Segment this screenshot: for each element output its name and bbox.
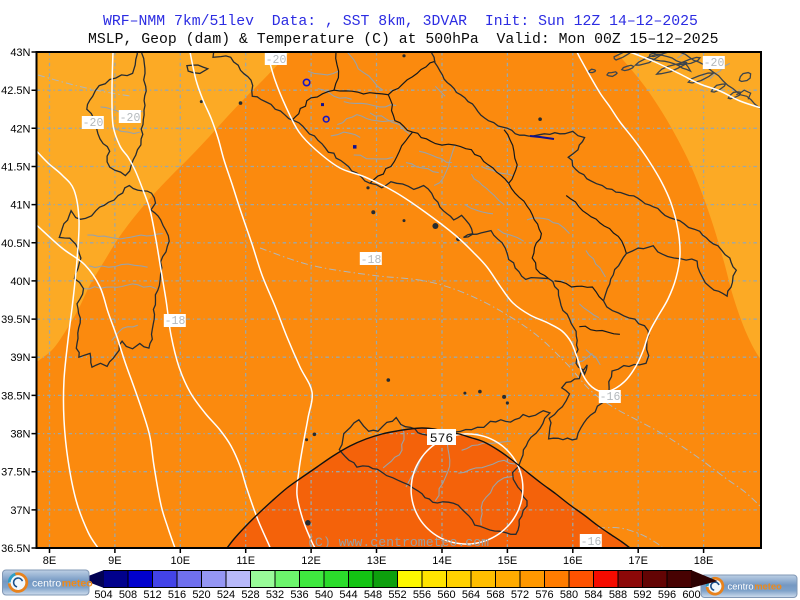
svg-text:14E: 14E bbox=[432, 555, 452, 567]
svg-text:10E: 10E bbox=[171, 555, 191, 567]
svg-text:40.5N: 40.5N bbox=[1, 238, 30, 250]
svg-text:-18: -18 bbox=[361, 254, 382, 267]
svg-text:meteo: meteo bbox=[754, 581, 782, 592]
svg-text:WRF–NMM 7km/51lev Data: , SST: WRF–NMM 7km/51lev Data: , SST 8km, 3DVAR… bbox=[103, 14, 698, 30]
svg-text:548: 548 bbox=[364, 589, 382, 600]
svg-text:38N: 38N bbox=[10, 429, 30, 441]
svg-text:532: 532 bbox=[266, 589, 284, 600]
svg-text:580: 580 bbox=[560, 589, 578, 600]
svg-text:-16: -16 bbox=[581, 536, 602, 549]
svg-text:572: 572 bbox=[511, 589, 529, 600]
svg-text:41N: 41N bbox=[10, 200, 30, 212]
svg-text:520: 520 bbox=[192, 589, 210, 600]
svg-text:40N: 40N bbox=[10, 276, 30, 288]
svg-text:9E: 9E bbox=[108, 555, 121, 567]
svg-text:600: 600 bbox=[682, 589, 700, 600]
svg-text:504: 504 bbox=[94, 589, 112, 600]
svg-text:39.5N: 39.5N bbox=[1, 314, 30, 326]
svg-text:13E: 13E bbox=[367, 555, 387, 567]
svg-text:556: 556 bbox=[413, 589, 431, 600]
svg-text:39N: 39N bbox=[10, 352, 30, 364]
svg-text:560: 560 bbox=[437, 589, 455, 600]
svg-text:536: 536 bbox=[290, 589, 308, 600]
svg-text:540: 540 bbox=[315, 589, 333, 600]
svg-text:-20: -20 bbox=[266, 54, 287, 67]
svg-text:16E: 16E bbox=[563, 555, 583, 567]
svg-text:588: 588 bbox=[609, 589, 627, 600]
svg-text:11E: 11E bbox=[236, 555, 255, 567]
svg-text:centro: centro bbox=[32, 577, 61, 589]
svg-text:41.5N: 41.5N bbox=[1, 162, 30, 174]
svg-text:(C) www.centrometeo.com: (C) www.centrometeo.com bbox=[307, 535, 489, 550]
svg-text:12E: 12E bbox=[301, 555, 321, 567]
svg-text:-18: -18 bbox=[165, 315, 186, 328]
svg-text:-20: -20 bbox=[704, 57, 725, 70]
svg-text:568: 568 bbox=[486, 589, 504, 600]
svg-text:-16: -16 bbox=[600, 391, 621, 404]
svg-text:516: 516 bbox=[168, 589, 186, 600]
svg-text:544: 544 bbox=[339, 589, 357, 600]
svg-text:528: 528 bbox=[241, 589, 259, 600]
svg-text:508: 508 bbox=[119, 589, 137, 600]
svg-text:-20: -20 bbox=[120, 112, 141, 125]
svg-text:37.5N: 37.5N bbox=[1, 467, 30, 479]
svg-text:524: 524 bbox=[217, 589, 235, 600]
svg-text:37N: 37N bbox=[10, 505, 30, 517]
svg-text:17E: 17E bbox=[628, 555, 648, 567]
svg-text:centro: centro bbox=[728, 581, 754, 592]
svg-text:8E: 8E bbox=[43, 555, 56, 567]
svg-text:18E: 18E bbox=[694, 555, 714, 567]
svg-text:576: 576 bbox=[430, 431, 453, 446]
svg-text:596: 596 bbox=[658, 589, 676, 600]
svg-text:-20: -20 bbox=[83, 117, 104, 130]
svg-text:meteo: meteo bbox=[62, 577, 93, 589]
svg-text:38.5N: 38.5N bbox=[1, 390, 30, 402]
svg-text:42N: 42N bbox=[10, 123, 30, 135]
svg-text:512: 512 bbox=[143, 589, 161, 600]
svg-text:15E: 15E bbox=[498, 555, 518, 567]
svg-text:36.5N: 36.5N bbox=[1, 543, 30, 555]
svg-text:576: 576 bbox=[535, 589, 553, 600]
svg-text:592: 592 bbox=[633, 589, 651, 600]
svg-text:43N: 43N bbox=[10, 47, 30, 59]
svg-text:552: 552 bbox=[388, 589, 406, 600]
svg-text:42.5N: 42.5N bbox=[1, 85, 30, 97]
svg-text:564: 564 bbox=[462, 589, 480, 600]
svg-text:584: 584 bbox=[584, 589, 602, 600]
svg-text:MSLP, Geop (dam) & Temperature: MSLP, Geop (dam) & Temperature (C) at 50… bbox=[88, 32, 718, 48]
